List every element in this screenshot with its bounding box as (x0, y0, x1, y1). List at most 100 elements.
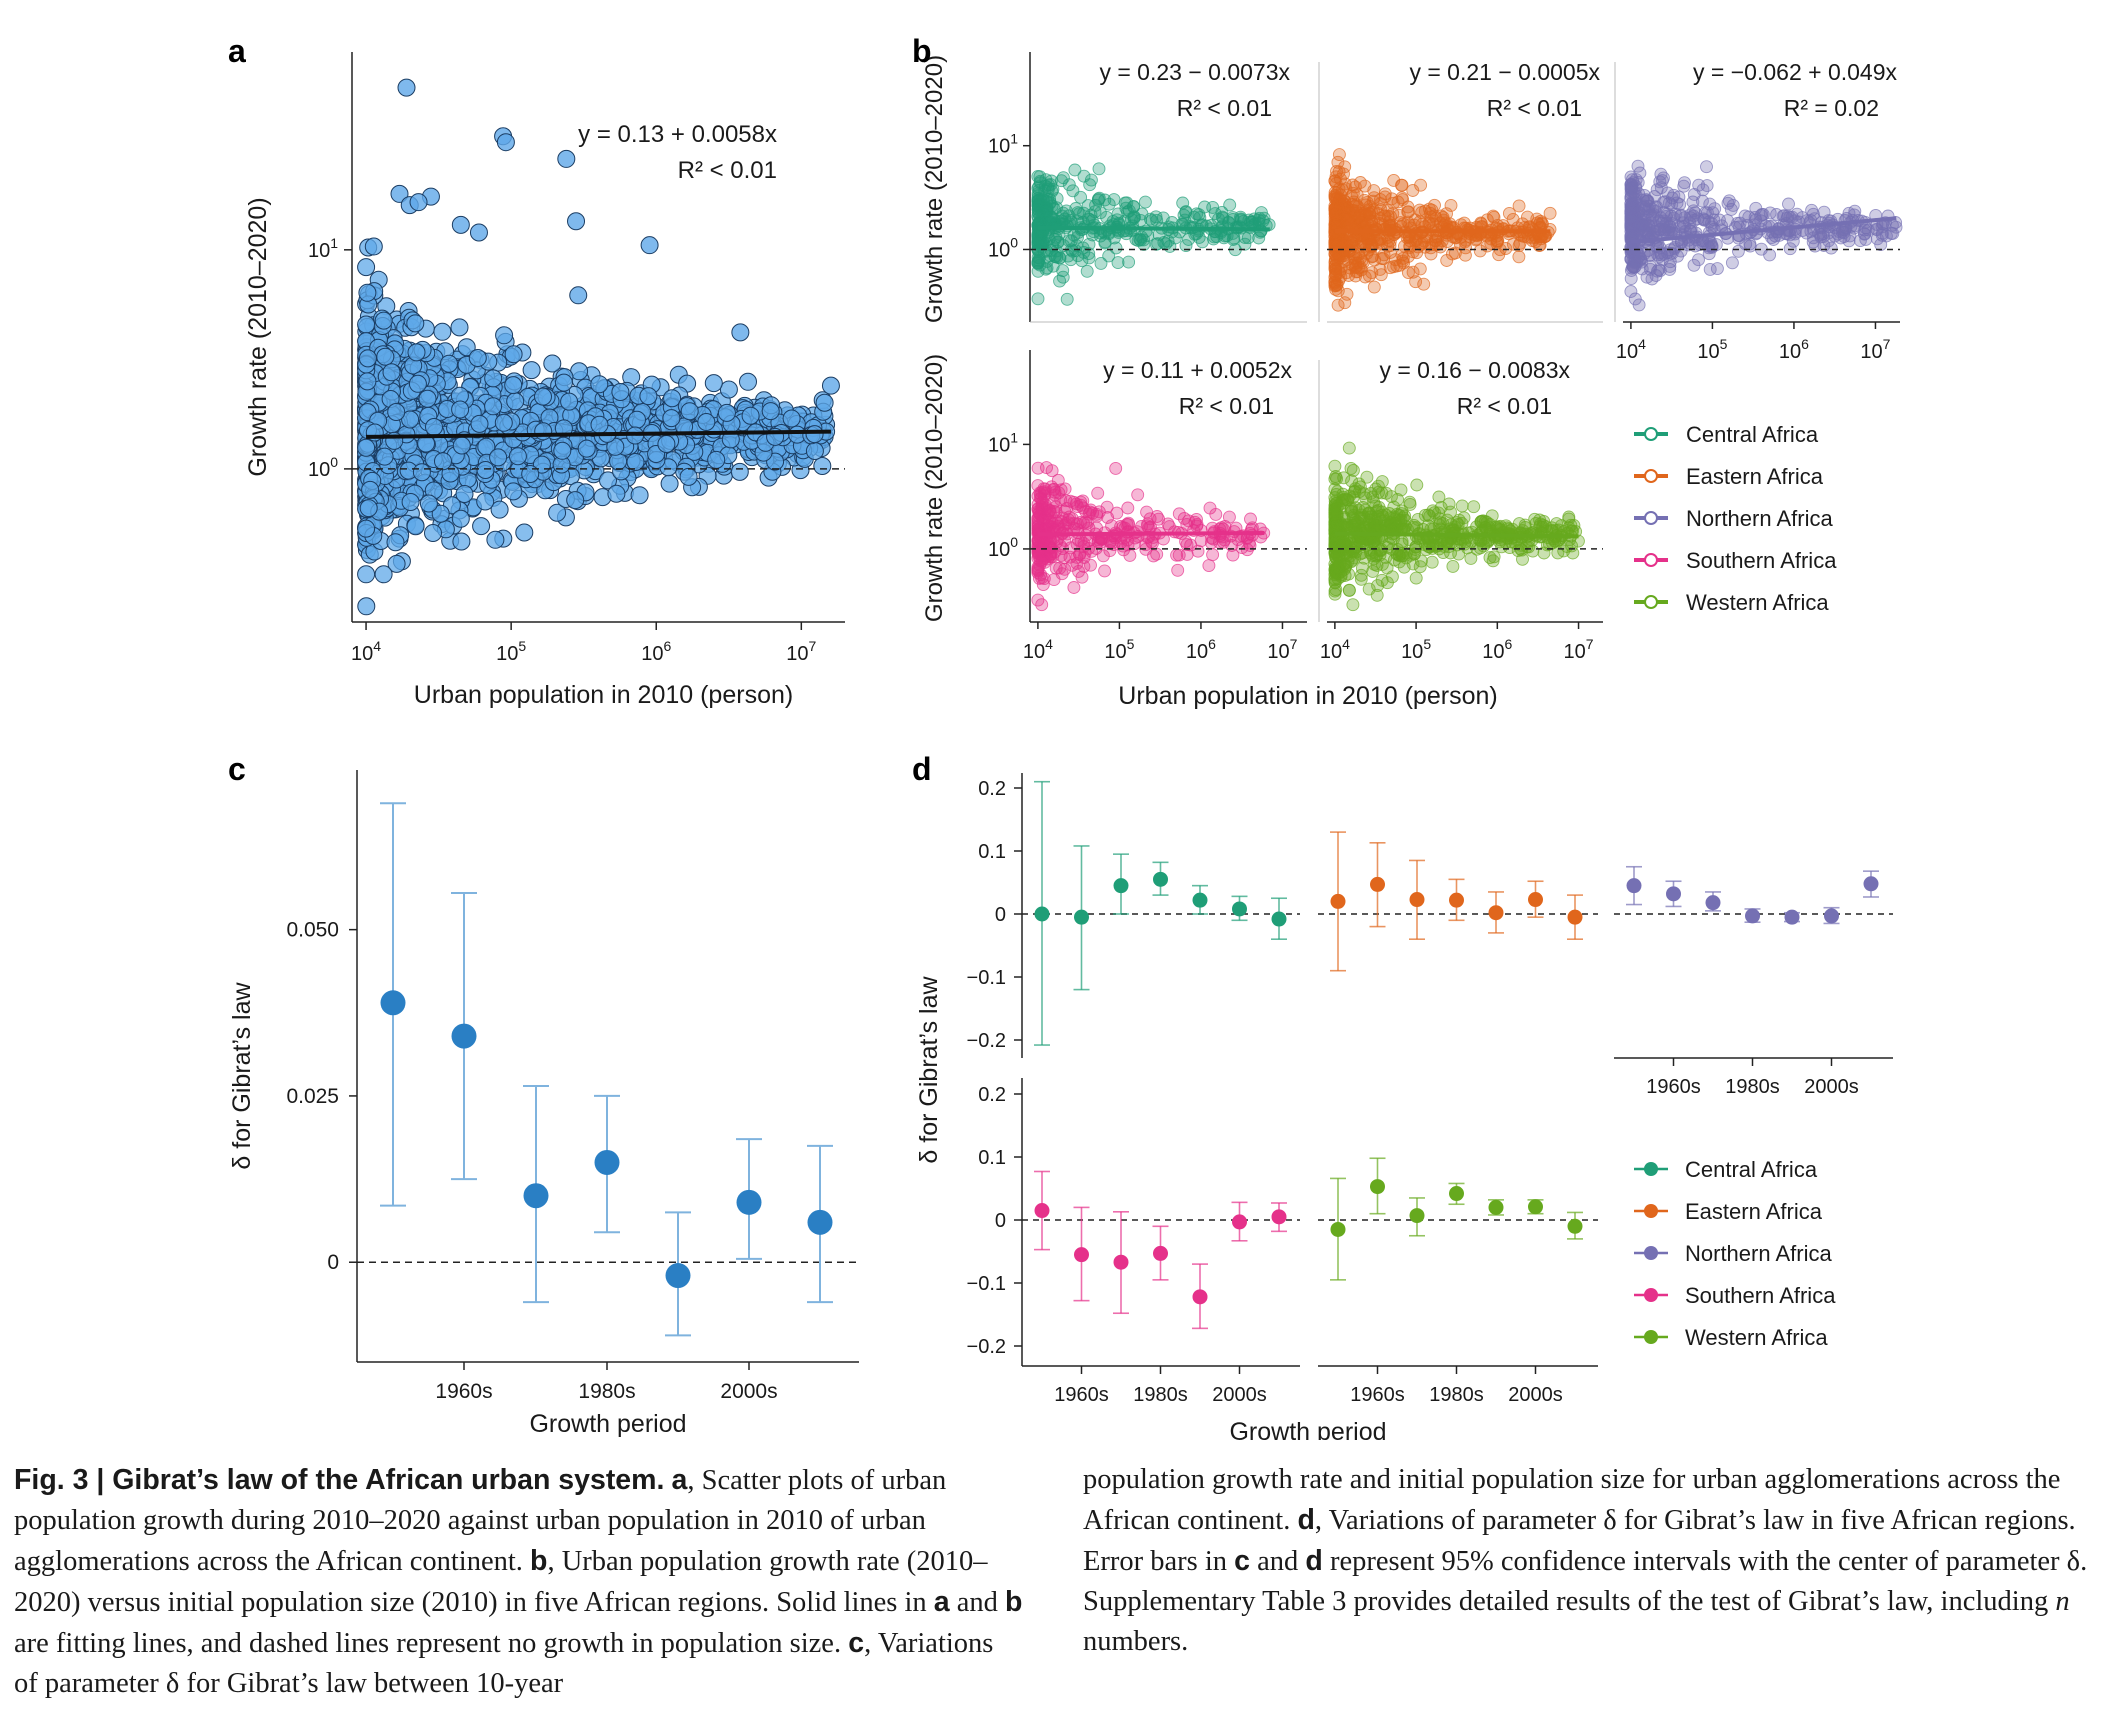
panel-b-x-tick-label: 106 (1186, 636, 1216, 663)
panel-a-data-point (504, 345, 523, 364)
panel-a-data-point (626, 453, 645, 471)
panel-b-data-point (1209, 507, 1223, 521)
panel-a-data-point (731, 323, 750, 342)
panel-letter-c: c (228, 751, 246, 787)
panel-b-data-point (1329, 517, 1343, 531)
panel-a-data-point (431, 504, 450, 523)
panel-a-data-point (679, 467, 698, 486)
panel-b-data-point (1244, 512, 1257, 526)
panel-b-data-point (1395, 535, 1409, 548)
panel-c-x-tick-label: 1960s (435, 1380, 492, 1403)
panel-d-legend-label-northern: Northern Africa (1685, 1241, 1832, 1266)
panel-b-data-point (1031, 235, 1045, 249)
panel-a-data-point (680, 402, 699, 421)
panel-b-legend-label-eastern: Eastern Africa (1686, 464, 1824, 489)
panel-b-data-point (1159, 237, 1173, 251)
panel-b-fit-equation-central: y = 0.23 − 0.0073x (1099, 59, 1290, 85)
panel-b-x-tick-label: 104 (1616, 336, 1646, 363)
panel-b-fit-line-western (1334, 531, 1579, 539)
panel-a-data-point (452, 532, 471, 551)
panel-a-data-point (534, 422, 553, 441)
panel-b-data-point (1328, 199, 1342, 213)
panel-c-delta-point (594, 1149, 620, 1175)
panel-a-data-point (486, 530, 505, 549)
panel-b-data-point (1478, 515, 1492, 528)
panel-a-data-point (433, 322, 452, 341)
panel-a-data-point (534, 387, 552, 406)
panel-c-y-tick-label: 0.050 (286, 919, 339, 942)
panel-b-data-point (1354, 572, 1368, 586)
panel-b-data-point (1122, 255, 1136, 269)
panel-a-data-point (358, 372, 377, 391)
caption-c-label: c (848, 1627, 865, 1659)
panel-b-data-point (1137, 237, 1151, 251)
panel-b-data-point (1084, 558, 1097, 572)
panel-b-data-point (1241, 231, 1255, 245)
panel-b-data-point (1060, 292, 1074, 306)
panel-b-data-point (1639, 218, 1653, 231)
panel-a-data-point (359, 499, 378, 518)
panel-d-x-tick-label: 1980s (1133, 1384, 1188, 1406)
panel-a-data-point (630, 486, 649, 505)
panel-a-data-point (508, 447, 527, 466)
panel-b-legend-label-northern: Northern Africa (1686, 506, 1833, 531)
panel-b-data-point (1045, 184, 1059, 198)
panel-d-delta-point-central (1232, 901, 1247, 917)
panel-c-delta-point (451, 1023, 477, 1049)
panel-a-data-point (419, 494, 438, 513)
panel-d-x-tick-label: 1960s (1350, 1384, 1405, 1406)
panel-a-data-point (660, 474, 679, 493)
panel-b-data-point (1339, 182, 1353, 196)
panel-b-data-point (1168, 231, 1182, 245)
panel-b-data-point (1655, 174, 1669, 188)
panel-b-data-point (1749, 201, 1763, 215)
panel-b-data-point (1886, 227, 1900, 240)
panel-d-delta-point-central (1192, 892, 1208, 908)
panel-b-data-point (1083, 505, 1097, 519)
panel-d-x-tick-label: 1980s (1725, 1076, 1780, 1098)
panel-a-data-point (522, 361, 541, 380)
panel-a-data-point (548, 503, 567, 522)
panel-d-delta-point-eastern (1528, 892, 1543, 908)
panel-a-data-point (815, 393, 834, 412)
panel-d-delta-point-western (1330, 1221, 1346, 1237)
panel-b-data-point (1385, 192, 1399, 206)
panel-b-data-point (1031, 593, 1045, 607)
panel-a-data-point (606, 437, 625, 456)
panel-a-data-point (515, 523, 534, 542)
panel-a-data-point (361, 480, 380, 499)
panel-b-data-point (1162, 520, 1176, 534)
panel-a-data-point (451, 509, 470, 528)
panel-d-x-axis-label: Growth period (1229, 1418, 1386, 1440)
panel-b-data-point (1346, 598, 1360, 612)
panel-b-data-point (1152, 512, 1166, 526)
caption-b-text2: are fitting lines, and dashed lines repr… (14, 1628, 842, 1659)
caption-n-word: n (2055, 1586, 2070, 1617)
panel-b-data-point (1455, 499, 1469, 513)
panel-b-y-tick-label: 100 (988, 534, 1018, 561)
panel-b-data-point (1648, 204, 1662, 218)
panel-b-data-point (1134, 213, 1148, 227)
panel-a-data-point (390, 184, 409, 203)
panel-b-data-point (1331, 155, 1345, 169)
panel-b-fit-equation-eastern: y = 0.21 − 0.0005x (1409, 59, 1600, 85)
panel-a-data-point (730, 462, 749, 481)
panel-c-y-axis-label: δ for Gibrat’s law (228, 981, 256, 1169)
figure-caption-left: Fig. 3 | Gibrat’s law of the African urb… (14, 1460, 1024, 1704)
panel-a-data-point (821, 376, 840, 395)
panel-b-data-point (1442, 540, 1456, 554)
panel-d-delta-point-central (1271, 911, 1287, 927)
panel-a-data-point (704, 374, 723, 393)
panel-a-data-point (553, 441, 572, 460)
panel-b-fit-r2-western: R² < 0.01 (1457, 393, 1552, 419)
panel-b-x-tick-label: 107 (1564, 636, 1594, 663)
panel-a-data-point (628, 410, 646, 429)
panel-d-delta-point-southern (1192, 1289, 1208, 1305)
panel-a-data-point (451, 400, 470, 419)
panel-c-delta-point (736, 1189, 762, 1215)
panel-d-x-tick-label: 1960s (1054, 1384, 1109, 1406)
panel-b-data-point (1082, 212, 1096, 226)
panel-d-legend-marker-southern (1644, 1288, 1658, 1302)
panel-b-data-point (1380, 561, 1394, 575)
panel-a-data-point (357, 438, 376, 457)
